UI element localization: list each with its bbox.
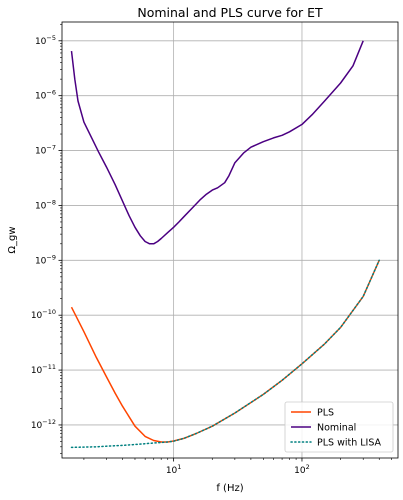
series-line-pls-with-lisa <box>70 259 380 449</box>
series-lines <box>70 40 380 449</box>
series-line-nominal <box>70 40 364 245</box>
y-tick-label: 10−7 <box>35 144 56 157</box>
legend-label: PLS <box>317 408 334 419</box>
x-tick-label: 101 <box>166 463 182 476</box>
ticks: 101 102 10−12 10−11 10−10 10−9 10−8 10−7 10−6 10−… <box>31 23 392 476</box>
legend-label: Nominal <box>317 423 356 434</box>
y-axis-label: Ω_gw <box>7 226 18 253</box>
y-tick-label: 10−5 <box>35 34 56 47</box>
x-axis-label: f (Hz) <box>216 483 243 494</box>
y-tick-label: 10−6 <box>35 89 56 102</box>
y-tick-label: 10−11 <box>31 363 56 376</box>
y-tick-label: 10−12 <box>31 418 56 431</box>
plot-frame <box>61 21 399 459</box>
grid <box>62 22 398 458</box>
chart-title: Nominal and PLS curve for ET <box>137 5 323 20</box>
y-tick-label: 10−8 <box>35 198 56 211</box>
x-tick-label: 102 <box>294 463 310 476</box>
legend: PLS Nominal PLS with LISA <box>284 401 394 453</box>
y-tick-label: 10−9 <box>35 253 56 266</box>
y-tick-label: 10−10 <box>31 308 56 321</box>
legend-box <box>284 401 394 453</box>
legend-label: PLS with LISA <box>317 438 382 449</box>
